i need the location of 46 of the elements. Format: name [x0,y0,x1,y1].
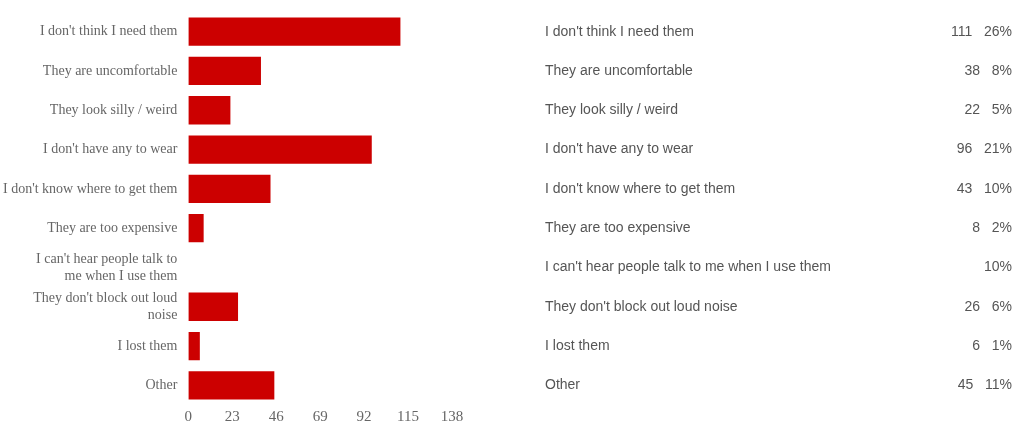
data-label: 6 1% [972,336,1012,353]
x-tick-label: 92 [356,407,372,424]
category-label: They are too expensive [47,219,178,235]
bar [188,331,200,361]
y-tick-label: I don't think I need them [545,22,694,39]
data-label: 111 26% [951,22,1012,39]
bar [188,292,239,321]
category-label: Other [145,377,178,393]
x-tick-label: 115 [397,407,420,424]
y-tick-label: I don't have any to wear [545,140,694,157]
data-label: 43 10% [956,179,1012,196]
x-tick-label: 69 [312,407,328,424]
bar [188,56,261,86]
category-label: They look silly / weird [49,101,178,117]
bar [188,174,271,203]
x-tick-label: 138 [440,407,464,424]
bar [188,96,231,125]
x-tick-label: 0 [184,407,193,424]
y-tick-label: Other [545,376,581,393]
y-tick-label: They don't block out loud noise [545,297,738,314]
x-tick-label: 23 [224,407,240,424]
category-label: I don't know where to get them [3,180,178,196]
data-label: 22 5% [964,101,1012,118]
bar [188,135,372,164]
data-label: 96 21% [956,140,1012,157]
y-tick-label: I don't know where to get them [545,179,736,196]
y-tick-label: They are uncomfortable [545,61,694,78]
data-label: 26 6% [964,297,1012,314]
y-tick-label: I lost them [545,336,610,353]
y-tick-label: They look silly / weird [545,101,679,118]
bar [188,17,401,46]
data-label: 8 2% [972,219,1012,236]
data-label: 38 8% [964,61,1012,78]
category-label: They are uncomfortable [42,62,178,78]
text: 10% [983,258,1012,275]
data-label: 45 11% [957,376,1012,393]
category-label: I don't have any to wear [43,141,178,157]
x-tick-label: 46 [268,407,285,424]
bar [188,371,275,400]
y-tick-label: They are too expensive [545,219,691,236]
category-label: They don't block out loud noise [33,290,178,322]
y-tick-label: I can't hear people talk to me when I use them [545,258,831,275]
category-label: I don't think I need them [39,23,178,39]
bar [188,214,204,243]
category-label: I can't hear people talk to me when I use them [36,250,178,283]
category-label: I lost them [117,337,178,353]
